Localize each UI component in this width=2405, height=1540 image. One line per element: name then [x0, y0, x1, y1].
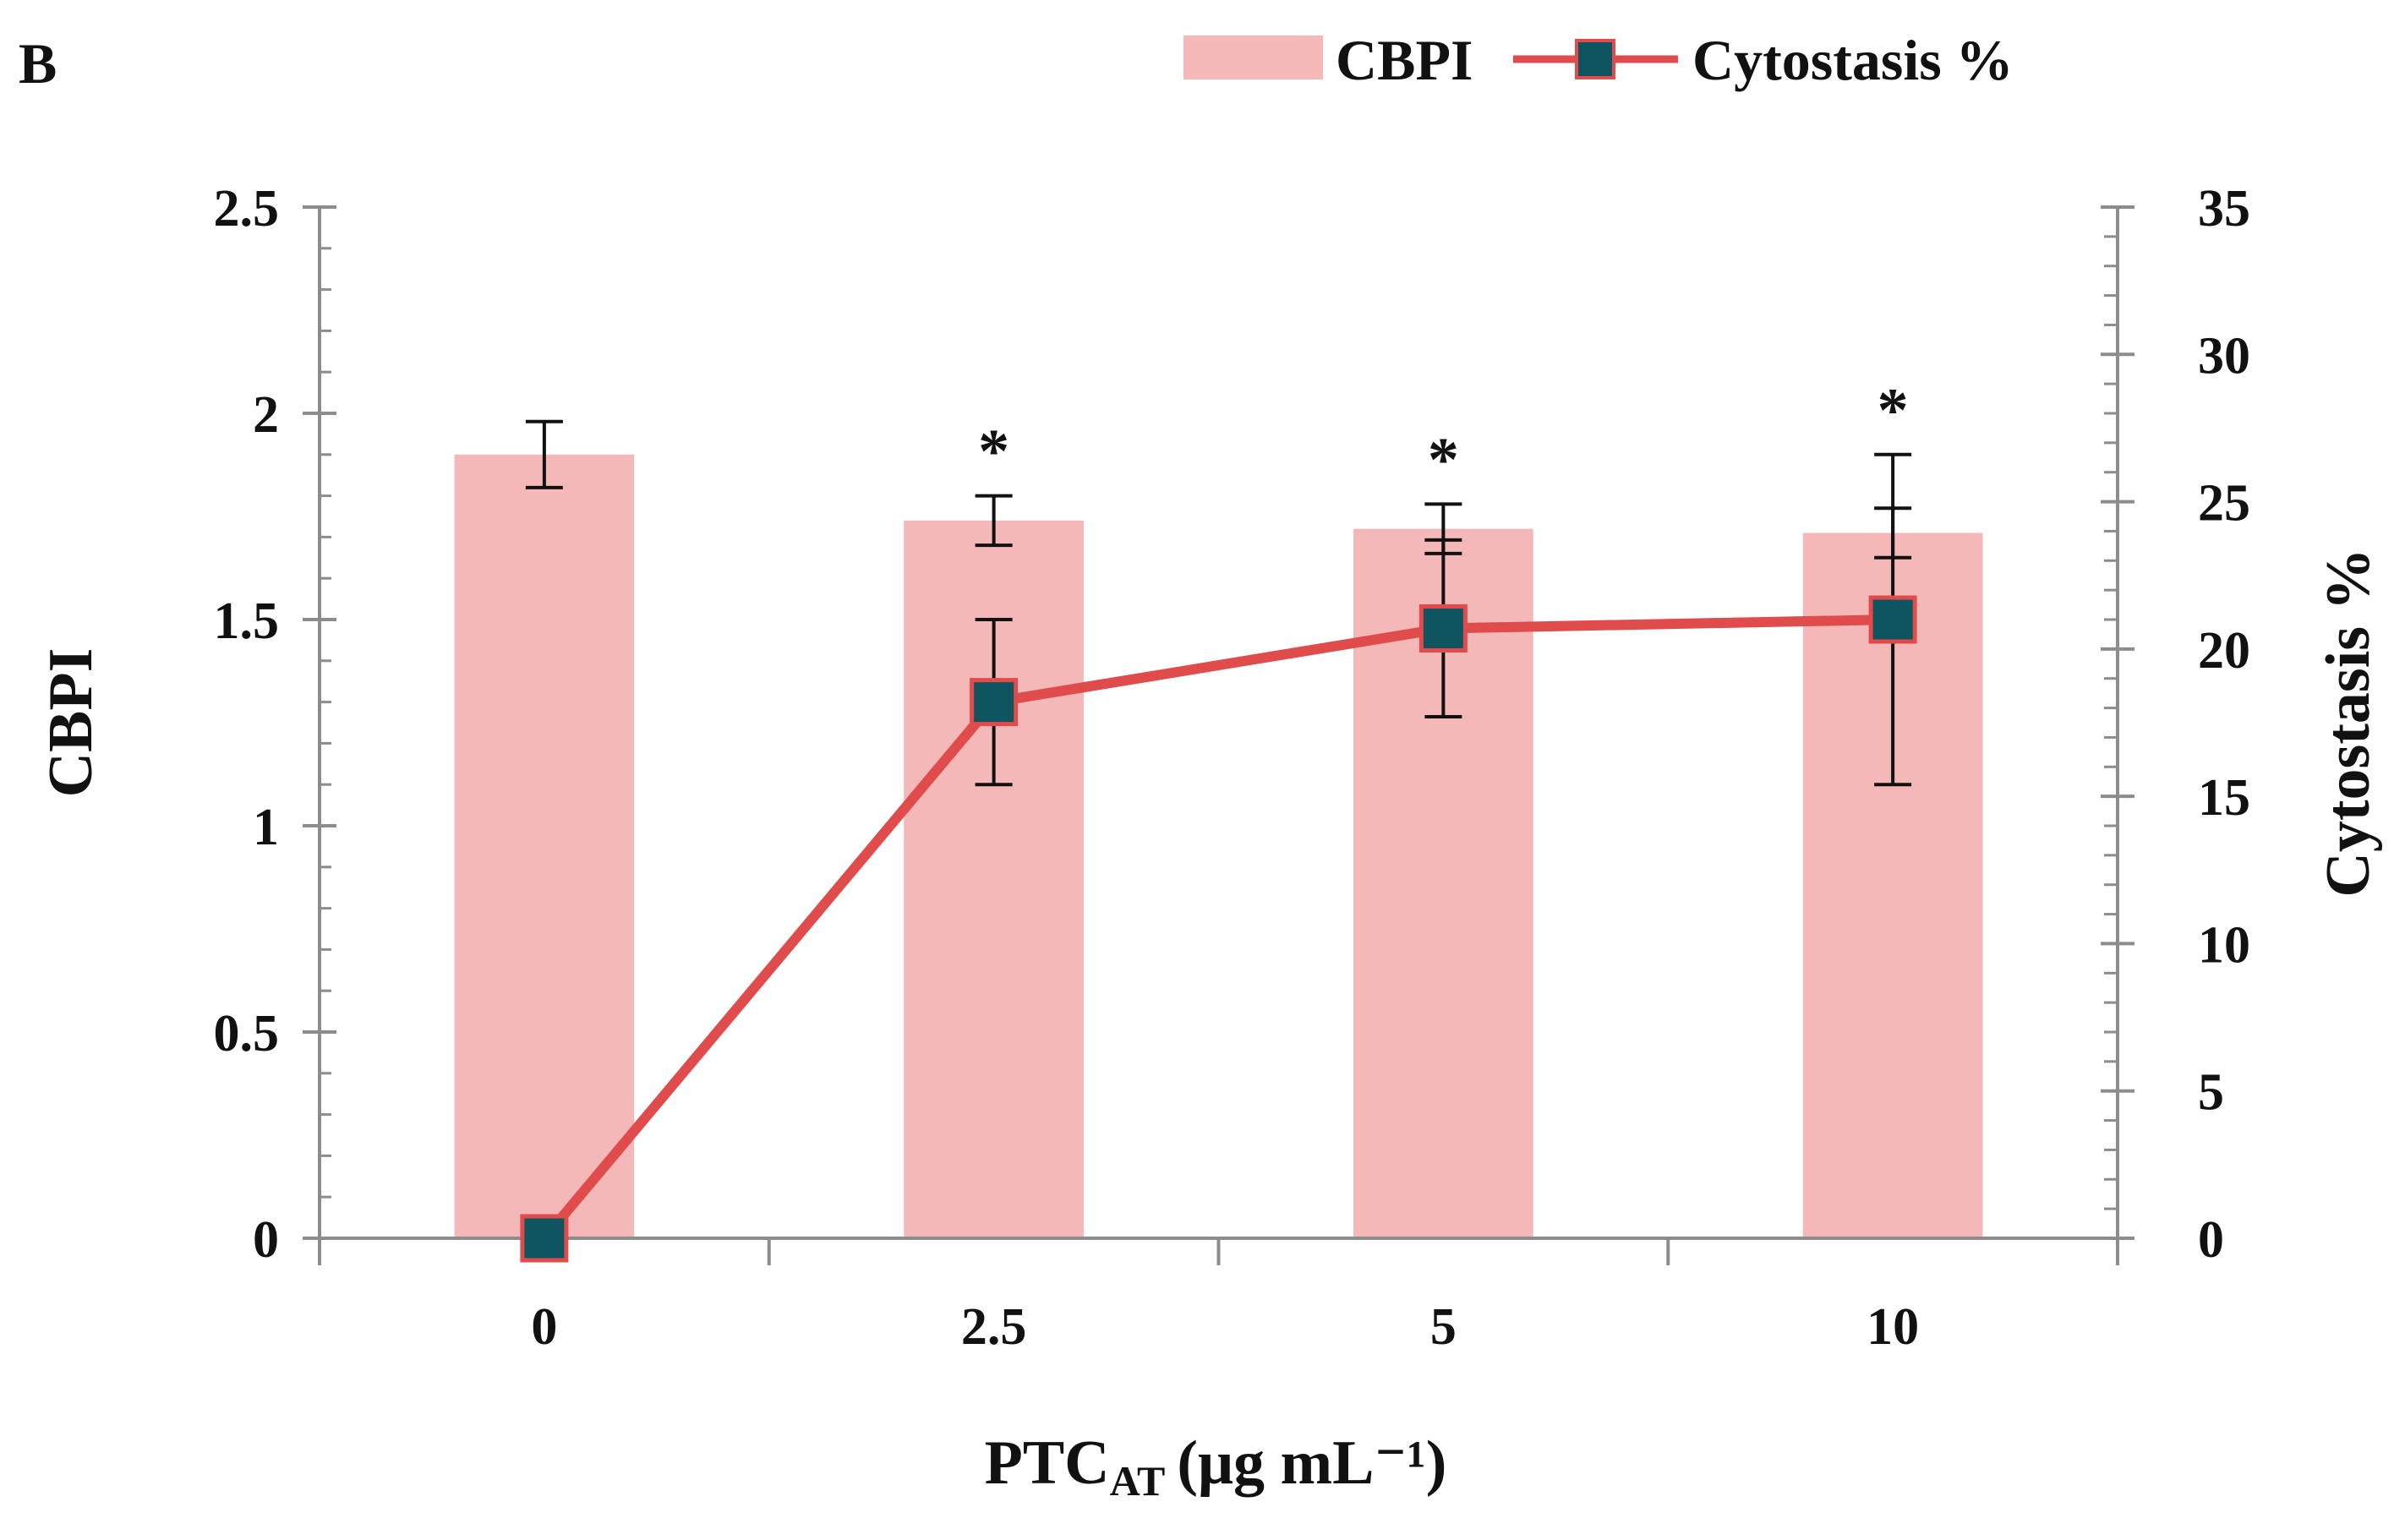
bars-layer	[454, 454, 1983, 1238]
markers-layer	[520, 595, 1917, 1263]
significance-marker: *	[1428, 425, 1459, 494]
y-left-tick-label: 0	[253, 1211, 279, 1269]
x-tick-label: 2.5	[961, 1298, 1027, 1356]
x-tick-label: 0	[531, 1298, 557, 1356]
cytostasis-marker	[1418, 603, 1468, 653]
cytostasis-line	[540, 614, 1894, 1242]
significance-marker: *	[1878, 376, 1909, 445]
y-left-axis-title: CBPI	[36, 648, 106, 798]
y-right-tick-label: 25	[2198, 475, 2250, 532]
y-right-tick-label: 35	[2198, 180, 2250, 238]
y-right-tick-label: 30	[2198, 327, 2250, 385]
x-axis-title-main: PTC	[985, 1428, 1110, 1498]
y-right-tick-label: 0	[2198, 1211, 2224, 1269]
cytostasis-marker	[1868, 595, 1917, 644]
significance-layer: * * *	[978, 376, 1909, 495]
y-right-tick-label: 10	[2198, 916, 2250, 974]
cytostasis-marker	[970, 678, 1019, 727]
legend-cytostasis-marker	[1575, 39, 1615, 79]
y-left-tick-label: 0.5	[214, 1005, 280, 1062]
x-axis-title-subscript: AT	[1110, 1457, 1166, 1505]
y-right-tick-label: 5	[2198, 1064, 2224, 1122]
panel-label: B	[19, 31, 57, 96]
x-tick-label: 5	[1430, 1298, 1457, 1356]
x-axis-title: PTCAT (μg mL⁻¹)	[985, 1428, 1447, 1505]
line-layer	[540, 614, 1894, 1242]
y-left-tick-label: 1	[253, 799, 279, 856]
significance-marker: *	[978, 418, 1009, 487]
tick-labels-layer: 0 0.5 1 1.5 2 2.5 0 5 10 15 20 25 30 35 0 2.5 5 10	[214, 180, 2251, 1356]
y-right-axis-title: Cytostasis %	[2314, 548, 2383, 897]
y-right-tick-label: 20	[2198, 622, 2250, 680]
ticks-layer	[303, 205, 2134, 1265]
x-axis-title-unit: (μg mL⁻¹)	[1177, 1428, 1446, 1498]
legend: CBPI Cytostasis %	[1183, 28, 2014, 92]
y-left-tick-label: 1.5	[214, 593, 280, 650]
bar-error-bars	[525, 419, 1912, 560]
y-left-tick-label: 2	[253, 386, 279, 444]
y-left-tick-label: 2.5	[214, 180, 280, 238]
cbpi-bar	[454, 454, 635, 1238]
y-right-tick-label: 15	[2198, 769, 2250, 827]
legend-cytostasis-label: Cytostasis %	[1692, 28, 2014, 92]
legend-cbpi-label: CBPI	[1336, 28, 1473, 92]
cytostasis-marker	[520, 1214, 569, 1263]
x-tick-label: 10	[1867, 1298, 1919, 1356]
legend-cbpi-swatch	[1183, 35, 1323, 79]
